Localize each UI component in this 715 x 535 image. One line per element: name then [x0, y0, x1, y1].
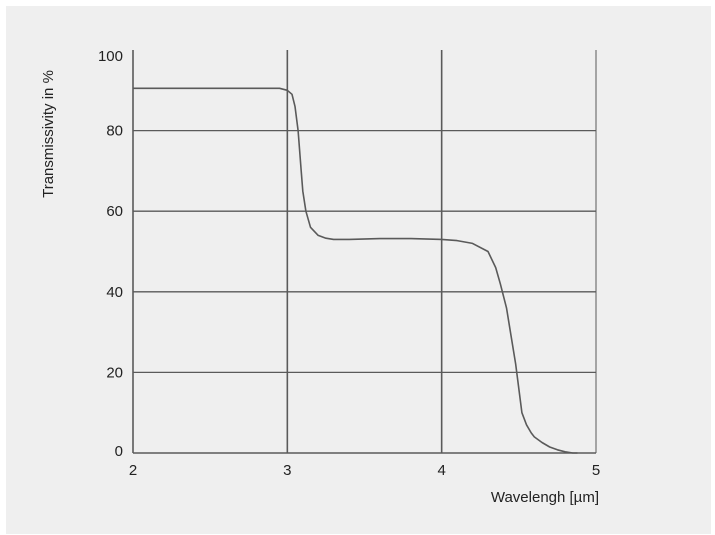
- tick-label-layer: 0 20 40 60 80 100 2 3 4 5: [98, 48, 600, 479]
- x-tick-label-5: 5: [592, 462, 600, 479]
- grid-layer: [132, 50, 597, 454]
- x-axis-title: Wavelengh [µm]: [491, 489, 599, 506]
- y-tick-label-60: 60: [106, 203, 123, 220]
- x-tick-label-3: 3: [283, 462, 291, 479]
- y-tick-label-100: 100: [98, 48, 123, 65]
- x-tick-label-2: 2: [129, 462, 137, 479]
- series-line-0: [133, 87, 578, 454]
- y-tick-label-20: 20: [106, 364, 123, 381]
- series-layer: [133, 87, 578, 454]
- y-tick-label-80: 80: [106, 123, 123, 140]
- y-tick-label-40: 40: [106, 284, 123, 301]
- y-tick-label-0: 0: [115, 443, 123, 460]
- y-axis-title: Transmissivity in %: [40, 70, 57, 198]
- transmissivity-chart: 0 20 40 60 80 100 2 3 4 5 Transmissivity in % Wav…: [40, 48, 600, 506]
- x-tick-label-4: 4: [437, 462, 445, 479]
- chart-panel: 0 20 40 60 80 100 2 3 4 5 Transmissivity in % Wav…: [6, 6, 711, 534]
